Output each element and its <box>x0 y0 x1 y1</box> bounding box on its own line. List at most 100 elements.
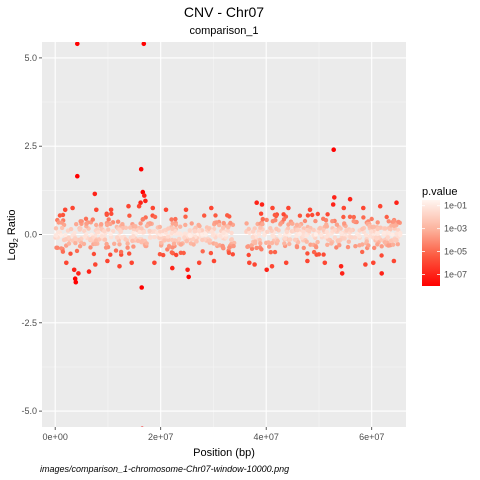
legend-title: p.value <box>422 186 457 198</box>
noise-point <box>272 249 278 255</box>
noise-point <box>292 237 298 242</box>
noise-point <box>244 221 249 226</box>
noise-point <box>157 224 163 230</box>
noise-point <box>141 229 147 235</box>
noise-point <box>220 243 225 249</box>
noise-point <box>388 238 393 244</box>
noise-point <box>321 227 326 233</box>
noise-point <box>139 240 144 245</box>
noise-point <box>225 228 230 233</box>
data-point <box>71 267 77 273</box>
y-axis-title-sub: 2 <box>13 238 20 242</box>
data-point <box>129 260 134 266</box>
noise-point <box>99 222 104 227</box>
noise-point <box>286 222 291 227</box>
data-point <box>371 260 376 266</box>
data-point <box>136 203 142 209</box>
noise-point <box>173 222 179 227</box>
noise-point <box>196 228 202 234</box>
noise-point <box>369 216 374 222</box>
noise-point <box>260 216 265 222</box>
noise-point <box>304 233 309 238</box>
noise-point <box>93 241 98 247</box>
data-point <box>347 196 353 202</box>
noise-point <box>311 227 316 233</box>
noise-band <box>53 211 403 258</box>
noise-point <box>249 246 255 251</box>
noise-point <box>334 222 340 227</box>
noise-point <box>297 213 303 218</box>
noise-point <box>208 250 214 256</box>
legend-tick-label: 1e-01 <box>444 201 467 211</box>
noise-point <box>194 239 199 244</box>
data-point <box>86 269 92 274</box>
noise-point <box>392 238 397 243</box>
noise-point <box>267 244 272 249</box>
noise-point <box>182 235 187 240</box>
noise-point <box>112 241 117 246</box>
noise-point <box>278 221 283 226</box>
noise-point <box>181 250 186 256</box>
noise-point <box>384 214 389 220</box>
noise-point <box>373 235 379 240</box>
noise-point <box>184 239 189 244</box>
noise-point <box>108 252 113 257</box>
noise-point <box>106 227 111 232</box>
noise-point <box>230 252 235 257</box>
noise-point <box>66 241 72 246</box>
noise-point <box>294 244 300 250</box>
x-tick-label: 0e+00 <box>43 432 68 442</box>
noise-point <box>313 218 318 224</box>
noise-point <box>257 237 262 243</box>
noise-point <box>250 229 256 234</box>
noise-point <box>157 252 163 257</box>
noise-point <box>84 221 89 226</box>
data-point <box>209 205 214 211</box>
noise-point <box>363 232 369 238</box>
noise-point <box>104 212 110 217</box>
noise-point <box>250 234 255 240</box>
noise-point <box>73 236 79 242</box>
data-point <box>62 207 68 213</box>
noise-point <box>295 240 301 245</box>
noise-point <box>213 213 218 218</box>
noise-point <box>247 230 252 235</box>
noise-point <box>120 222 125 227</box>
data-point <box>93 262 98 267</box>
noise-point <box>221 220 226 226</box>
noise-point <box>266 240 271 245</box>
noise-point <box>55 245 60 250</box>
noise-point <box>281 217 287 222</box>
noise-point <box>117 242 122 247</box>
noise-point <box>58 233 64 238</box>
noise-point <box>104 222 110 228</box>
noise-point <box>177 231 183 236</box>
y-tick-label: 0.0 <box>24 230 37 240</box>
noise-point <box>207 238 212 243</box>
noise-point <box>217 222 222 228</box>
noise-point <box>221 230 226 235</box>
noise-point <box>133 224 138 229</box>
data-point <box>94 207 99 213</box>
noise-point <box>165 234 171 239</box>
noise-point <box>259 247 264 252</box>
noise-point <box>270 219 275 224</box>
noise-point <box>125 241 130 246</box>
noise-point <box>169 230 175 236</box>
noise-point <box>187 228 192 233</box>
noise-point <box>220 225 226 230</box>
data-point <box>270 205 275 211</box>
noise-point <box>213 241 219 247</box>
noise-point <box>357 243 362 248</box>
noise-point <box>189 221 194 226</box>
data-point <box>72 276 78 282</box>
noise-point <box>59 220 64 225</box>
noise-point <box>268 250 273 255</box>
data-point <box>138 200 143 205</box>
noise-point <box>113 248 119 253</box>
noise-point <box>59 225 65 231</box>
noise-point <box>364 239 369 244</box>
noise-point <box>294 222 300 227</box>
noise-point <box>176 236 182 242</box>
noise-point <box>268 226 273 231</box>
